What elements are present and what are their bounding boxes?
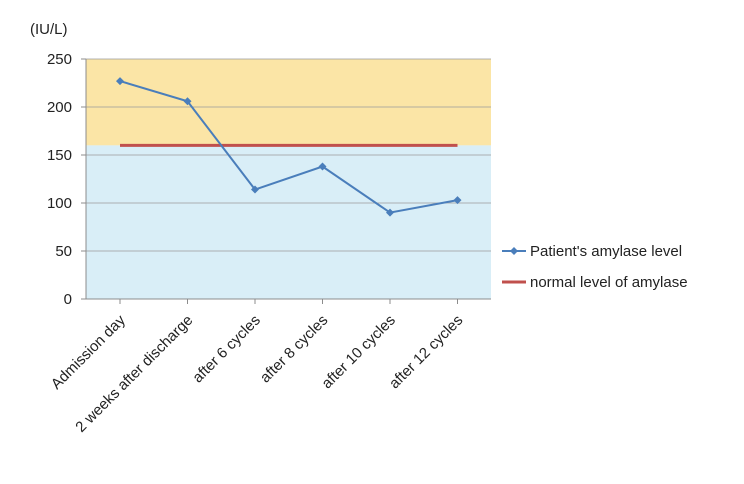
data-point (251, 185, 259, 194)
y-tick-label: 100 (47, 195, 72, 212)
data-point (183, 97, 192, 106)
legend-marker-patient (510, 247, 518, 255)
data-point (386, 208, 394, 217)
axes (85, 59, 491, 300)
background-bands (86, 59, 491, 299)
legend-label-normal: normal level of amylase (530, 274, 688, 291)
data-point (116, 77, 124, 86)
band-1 (86, 145, 491, 299)
series-layer (116, 77, 462, 217)
y-tick-label: 0 (64, 291, 72, 308)
legend-label-patient: Patient's amylase level (530, 243, 682, 260)
data-point (453, 196, 462, 205)
y-tick-label: 200 (47, 99, 72, 116)
y-axis-ticks: 0 50 100 150 200 250 (47, 51, 86, 308)
y-tick-label: 150 (47, 147, 72, 164)
data-point (318, 162, 327, 171)
band-0 (86, 59, 491, 146)
legend: Patient's amylase level normal level of a… (502, 243, 688, 291)
x-category-label: 2 weeks after discharge (72, 312, 196, 436)
y-axis-unit-label: (IU/L) (30, 21, 68, 38)
y-tick-label: 50 (55, 243, 72, 260)
series-line-patient-amylase (119, 80, 458, 214)
x-category-label: after 6 cycles (189, 312, 264, 387)
gridlines (86, 58, 491, 252)
y-tick-label: 250 (47, 51, 72, 68)
x-category-label: after 8 cycles (257, 312, 332, 387)
